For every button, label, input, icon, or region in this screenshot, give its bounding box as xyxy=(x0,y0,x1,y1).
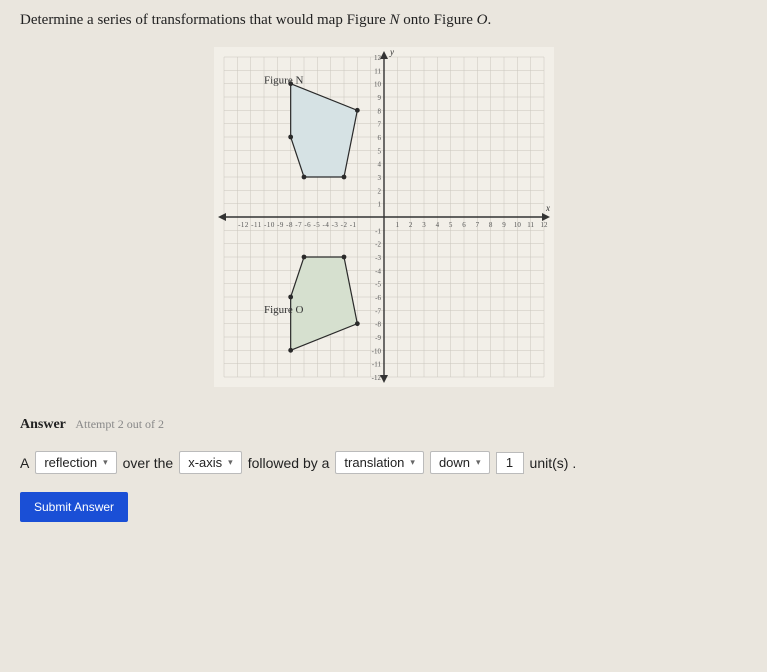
answer-label-text: Answer xyxy=(20,417,66,432)
svg-text:-7: -7 xyxy=(375,307,381,315)
svg-text:8: 8 xyxy=(377,107,381,115)
second-transformation-dropdown[interactable]: translation ▾ xyxy=(335,451,424,474)
svg-text:-2: -2 xyxy=(375,241,381,249)
chevron-down-icon: ▾ xyxy=(103,457,108,468)
q-fig2: O xyxy=(477,12,488,28)
svg-text:-3: -3 xyxy=(375,254,381,262)
chevron-down-icon: ▾ xyxy=(476,457,481,468)
answer-heading: Answer Attempt 2 out of 2 xyxy=(20,417,747,433)
q-prefix: Determine a series of transformations th… xyxy=(20,12,390,28)
units-text: unit(s) . xyxy=(530,455,577,471)
svg-text:2: 2 xyxy=(377,187,381,195)
svg-text:-11: -11 xyxy=(371,361,381,369)
chart-container: yx121110987654321-1-2-3-4-5-6-7-8-9-10-1… xyxy=(20,47,747,387)
q-suffix: . xyxy=(487,12,491,28)
svg-text:3: 3 xyxy=(422,221,426,229)
svg-text:-5: -5 xyxy=(375,281,381,289)
svg-text:Figure O: Figure O xyxy=(264,304,303,316)
transformation-type-dropdown[interactable]: reflection ▾ xyxy=(35,451,116,474)
svg-text:-8: -8 xyxy=(375,321,381,329)
svg-text:6: 6 xyxy=(377,134,381,142)
a-prefix: A xyxy=(20,455,29,471)
svg-text:1: 1 xyxy=(377,201,381,209)
q-mid: onto Figure xyxy=(400,12,477,28)
svg-text:11: 11 xyxy=(527,221,534,229)
svg-text:5: 5 xyxy=(448,221,452,229)
coordinate-chart: yx121110987654321-1-2-3-4-5-6-7-8-9-10-1… xyxy=(214,47,554,387)
svg-text:12: 12 xyxy=(374,54,382,62)
svg-text:-12: -12 xyxy=(371,374,381,382)
svg-text:11: 11 xyxy=(374,67,381,75)
svg-text:-4: -4 xyxy=(375,267,381,275)
dd3-value: translation xyxy=(344,455,404,470)
submit-button[interactable]: Submit Answer xyxy=(20,492,128,522)
svg-text:2: 2 xyxy=(408,221,412,229)
chevron-down-icon: ▾ xyxy=(410,457,415,468)
svg-text:6: 6 xyxy=(462,221,466,229)
units-input[interactable]: 1 xyxy=(496,452,524,474)
svg-text:10: 10 xyxy=(374,81,382,89)
svg-text:1: 1 xyxy=(395,221,399,229)
dd2-value: x-axis xyxy=(188,455,222,470)
svg-text:x: x xyxy=(545,203,550,213)
svg-text:7: 7 xyxy=(475,221,479,229)
svg-text:12: 12 xyxy=(540,221,548,229)
q-fig1: N xyxy=(390,12,400,28)
axis-dropdown[interactable]: x-axis ▾ xyxy=(179,451,241,474)
direction-dropdown[interactable]: down ▾ xyxy=(430,451,490,474)
svg-text:4: 4 xyxy=(377,161,381,169)
svg-text:y: y xyxy=(389,47,394,57)
svg-text:-9: -9 xyxy=(375,334,381,342)
svg-text:8: 8 xyxy=(488,221,492,229)
svg-text:9: 9 xyxy=(377,94,381,102)
svg-text:4: 4 xyxy=(435,221,439,229)
svg-text:7: 7 xyxy=(377,121,381,129)
over-the-text: over the xyxy=(123,455,174,471)
svg-text:10: 10 xyxy=(513,221,521,229)
question-text: Determine a series of transformations th… xyxy=(20,12,747,29)
svg-text:-12 -11 -10 -9 -8 -7 -6 -5 -4: -12 -11 -10 -9 -8 -7 -6 -5 -4 -3 -2 -1 xyxy=(238,221,356,229)
svg-text:3: 3 xyxy=(377,174,381,182)
dd4-value: down xyxy=(439,455,470,470)
svg-text:-10: -10 xyxy=(371,347,381,355)
svg-text:5: 5 xyxy=(377,147,381,155)
answer-controls-row: A reflection ▾ over the x-axis ▾ followe… xyxy=(20,451,747,474)
attempt-text: Attempt 2 out of 2 xyxy=(75,417,164,431)
dd1-value: reflection xyxy=(44,455,97,470)
svg-text:-1: -1 xyxy=(375,227,381,235)
svg-text:Figure N: Figure N xyxy=(264,75,303,87)
followed-text: followed by a xyxy=(248,455,330,471)
svg-text:-6: -6 xyxy=(375,294,381,302)
svg-text:9: 9 xyxy=(502,221,506,229)
chevron-down-icon: ▾ xyxy=(228,457,233,468)
